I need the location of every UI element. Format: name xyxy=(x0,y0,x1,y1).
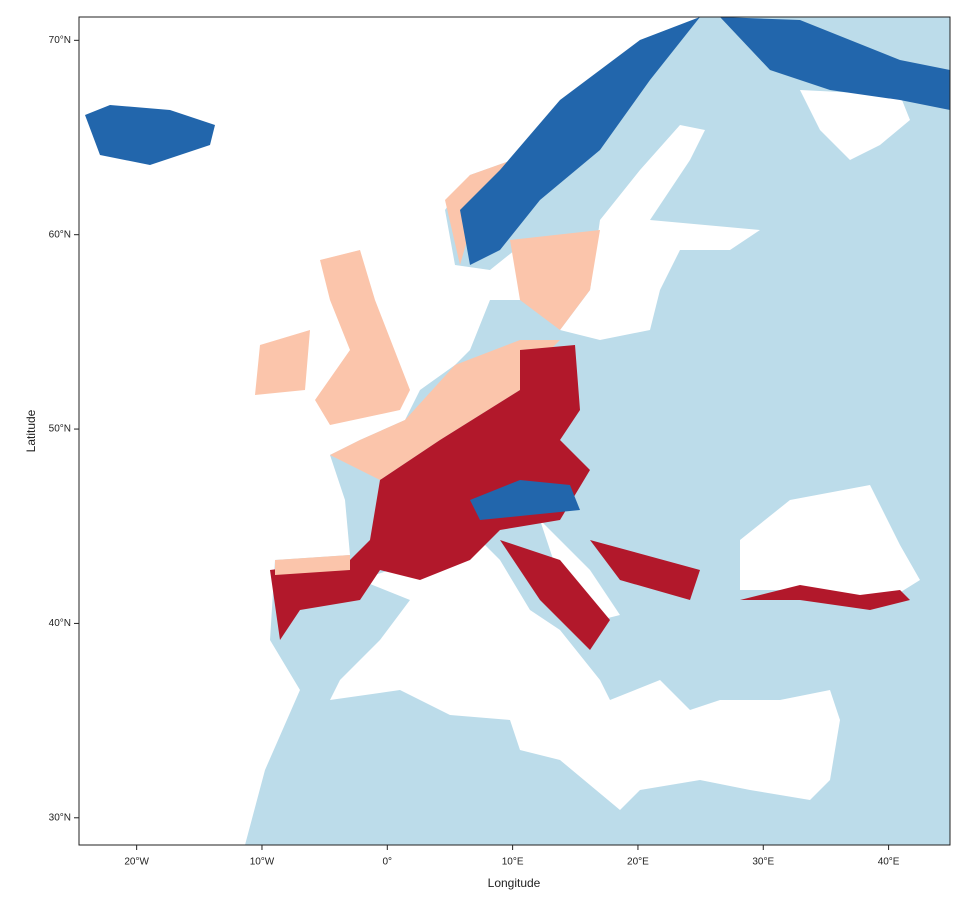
sweden-south xyxy=(510,230,600,330)
barents-sea xyxy=(800,90,910,160)
ireland xyxy=(255,330,310,395)
baltic-sea xyxy=(560,125,760,340)
italy xyxy=(500,540,610,650)
west-europe xyxy=(330,340,560,480)
atlantic xyxy=(79,17,700,845)
britain xyxy=(315,250,410,425)
iceland xyxy=(85,105,215,165)
x-tick-label: 0° xyxy=(383,857,393,868)
balkans xyxy=(590,540,700,600)
x-tick-label: 30°E xyxy=(752,857,774,868)
adriatic xyxy=(540,520,620,620)
anatolia-north xyxy=(740,585,910,610)
black-sea xyxy=(740,485,920,605)
y-tick-label: 30°N xyxy=(49,812,71,823)
russia-north xyxy=(720,17,950,110)
y-tick-label: 40°N xyxy=(49,618,71,629)
x-tick-label: 20°W xyxy=(124,857,149,868)
x-tick-label: 10°E xyxy=(502,857,524,868)
iberia-north xyxy=(275,555,350,575)
x-axis-title: Longitude xyxy=(488,876,541,890)
y-tick-label: 60°N xyxy=(49,229,71,240)
y-tick-label: 50°N xyxy=(49,424,71,435)
map-layer xyxy=(79,17,950,845)
x-tick-label: 20°E xyxy=(627,857,649,868)
y-axis-title: Latitude xyxy=(24,409,38,452)
mediterranean xyxy=(330,540,840,810)
alps xyxy=(470,480,580,520)
x-tick-label: 10°W xyxy=(250,857,275,868)
y-tick-label: 70°N xyxy=(49,35,71,46)
norway-mountains xyxy=(460,17,700,265)
x-tick-label: 40°E xyxy=(878,857,900,868)
plot-frame xyxy=(78,16,951,846)
